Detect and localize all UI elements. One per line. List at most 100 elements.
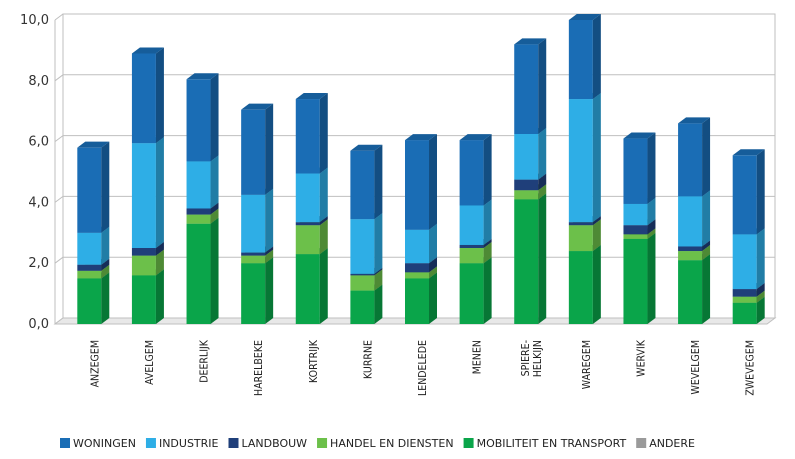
bar-segment — [623, 232, 656, 324]
x-tick-label: DEERLIJK — [199, 339, 211, 383]
bar-front — [131, 248, 156, 256]
bar-side — [756, 283, 765, 297]
y-tick-label: 6,0 — [28, 135, 49, 150]
bar-segment — [732, 228, 765, 290]
bar-side — [647, 132, 656, 204]
bar-front — [405, 229, 429, 264]
bar-top — [514, 38, 547, 45]
bar-front — [405, 278, 429, 324]
bar-front — [186, 214, 211, 224]
bar-front — [295, 254, 320, 324]
bar-front — [350, 219, 375, 274]
bar-front — [295, 173, 320, 223]
bar-top — [186, 73, 219, 80]
y-tick-label: 4,0 — [28, 195, 49, 210]
bar-segment — [405, 272, 437, 324]
bar-top — [568, 14, 601, 20]
bar-front — [131, 53, 156, 144]
bar-front — [459, 244, 484, 248]
legend-label: ANDERE — [649, 437, 695, 450]
bar-side — [702, 245, 711, 261]
bar-front — [568, 222, 593, 226]
bar-front — [623, 238, 648, 324]
bar-front — [678, 251, 703, 261]
bar-top — [732, 149, 765, 156]
bar-side — [483, 242, 492, 264]
bar-segment — [295, 248, 328, 324]
bar-segment — [77, 141, 110, 233]
bar-side — [210, 73, 219, 162]
x-tick-label: KURRNE — [362, 340, 374, 379]
bar-side — [429, 134, 437, 230]
bar-side — [265, 103, 274, 195]
bar-front — [678, 196, 703, 247]
gridline-diagonal — [54, 135, 64, 143]
gridline-diagonal — [54, 74, 64, 82]
bar-side — [374, 269, 383, 291]
bar-front — [186, 79, 211, 162]
bar-top — [131, 47, 164, 54]
bar-front — [77, 270, 102, 279]
bar-side — [647, 219, 656, 235]
bar-front — [732, 296, 757, 303]
bar-side — [210, 202, 219, 215]
bar-side — [592, 245, 601, 324]
bar-segment — [459, 199, 492, 245]
bar-front — [350, 290, 375, 324]
bar-side — [483, 238, 492, 248]
bar-side — [101, 258, 110, 271]
bar-top — [405, 134, 437, 141]
bar-front — [77, 147, 102, 233]
bar-segment — [241, 103, 274, 195]
bar-segment — [295, 93, 328, 174]
y-tick-label: 10,0 — [20, 13, 49, 28]
bar-side — [538, 173, 547, 191]
bar-top — [623, 132, 656, 139]
bar-top — [678, 117, 711, 124]
bar-segment — [131, 269, 164, 324]
bar-front — [241, 252, 266, 256]
bar-side — [538, 38, 547, 134]
bar-side — [155, 137, 164, 248]
bar-side — [756, 228, 765, 290]
bar-side — [592, 14, 601, 100]
bar-side — [319, 219, 328, 255]
bar-front — [405, 140, 429, 230]
bar-front — [459, 263, 484, 324]
bar-front — [459, 140, 484, 206]
bar-segment — [678, 190, 711, 247]
bar-segment — [623, 132, 656, 204]
bar-front — [514, 134, 539, 180]
bar-side — [702, 254, 711, 324]
bar-side — [101, 272, 110, 324]
bar-front — [405, 272, 429, 279]
bar-side — [538, 128, 547, 180]
legend-item: MOBILITEIT EN TRANSPORT — [463, 437, 627, 450]
bar-side — [756, 290, 765, 303]
bar-front — [514, 44, 539, 134]
bar-top — [241, 103, 274, 110]
bar-side — [101, 141, 110, 233]
bar-front — [732, 302, 757, 324]
bar-front — [732, 289, 757, 297]
bar-side — [210, 155, 219, 209]
bar-segment — [186, 155, 219, 209]
bar-side — [101, 264, 110, 279]
bar-side — [210, 217, 219, 324]
bar-side — [265, 257, 274, 324]
x-tick-label: MENEN — [472, 340, 484, 374]
bar-side — [756, 149, 765, 235]
bar-side — [592, 93, 601, 223]
bar-segment — [678, 117, 711, 197]
bar-segment — [568, 93, 601, 223]
bar-front — [131, 275, 156, 324]
legend-item: INDUSTRIE — [145, 437, 219, 450]
bar-front — [459, 248, 484, 264]
bar-top — [350, 144, 383, 151]
legend-swatch — [60, 438, 70, 448]
bar-side — [319, 248, 328, 324]
bar-side — [374, 144, 383, 220]
bar-segment — [514, 193, 547, 324]
legend-item: WONINGEN — [60, 437, 136, 450]
legend-label: MOBILITEIT EN TRANSPORT — [477, 437, 627, 450]
